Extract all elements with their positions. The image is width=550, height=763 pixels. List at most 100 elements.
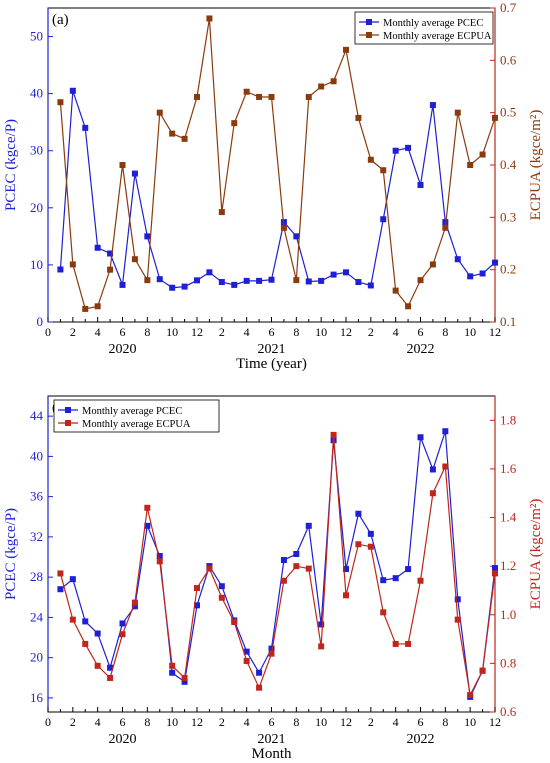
data-point [293, 563, 300, 570]
y-right-tick-label: 0.6 [500, 52, 517, 67]
data-point [57, 586, 64, 593]
year-label: 2021 [258, 342, 286, 357]
x-tick-label: 8 [293, 715, 299, 729]
data-point [454, 109, 461, 116]
data-point [429, 102, 436, 109]
data-point [144, 233, 151, 240]
data-point [57, 99, 64, 106]
data-point [107, 664, 114, 671]
data-point [479, 667, 486, 674]
data-point [57, 570, 64, 577]
data-point [417, 181, 424, 188]
y-right-tick-label: 1.4 [500, 510, 517, 525]
data-point [144, 277, 151, 284]
x-tick-label: 8 [144, 715, 150, 729]
data-point [94, 630, 101, 637]
year-label: 2020 [109, 732, 137, 747]
data-point [218, 594, 225, 601]
x-tick-label: 4 [393, 715, 399, 729]
data-point [467, 273, 474, 280]
y-left-tick-label: 24 [30, 609, 44, 624]
data-point [405, 566, 412, 573]
data-point [206, 565, 213, 572]
data-point [380, 167, 387, 174]
data-point [293, 233, 300, 240]
x-tick-label: 4 [244, 715, 250, 729]
data-point [181, 135, 188, 142]
data-point [268, 645, 275, 652]
year-label: 2021 [258, 732, 286, 747]
data-point [305, 522, 312, 529]
y-left-tick-label: 44 [30, 408, 44, 423]
data-point [467, 691, 474, 698]
x-tick-label: 6 [120, 715, 126, 729]
data-point [380, 216, 387, 223]
data-point [392, 640, 399, 647]
data-point [194, 602, 200, 609]
data-point [355, 279, 362, 286]
data-point [380, 609, 387, 616]
data-point [181, 674, 188, 681]
x-tick-label: 12 [489, 715, 501, 729]
data-point [417, 277, 424, 284]
x-tick-label: 12 [489, 325, 501, 339]
data-point [181, 678, 188, 685]
data-point [454, 616, 461, 623]
data-point [69, 576, 76, 583]
data-point [107, 266, 114, 273]
data-point [144, 522, 151, 529]
data-point [107, 674, 114, 681]
data-point [492, 570, 498, 577]
data-point [156, 558, 163, 565]
y-left-tick-label: 20 [30, 650, 43, 665]
data-point [280, 557, 287, 564]
x-tick-label: 2 [368, 715, 374, 729]
y-right-axis-label: ECPUA (kgce/m²) [528, 499, 544, 610]
y-left-tick-label: 28 [30, 569, 43, 584]
data-point [94, 244, 101, 251]
data-point [380, 577, 387, 584]
data-point [330, 78, 337, 85]
data-point [268, 93, 275, 100]
data-point [256, 93, 263, 100]
data-point [82, 305, 89, 312]
y-left-tick-label: 40 [30, 448, 43, 463]
x-tick-label: 2 [70, 715, 76, 729]
legend-marker [366, 32, 372, 38]
y-right-axis-label: ECPUA (kgce/m²) [528, 110, 544, 221]
data-point [367, 156, 374, 163]
data-point [318, 277, 325, 284]
x-tick-label: 6 [418, 325, 424, 339]
x-tick-label: 10 [315, 325, 327, 339]
legend-marker [65, 420, 71, 426]
data-point [392, 287, 399, 294]
x-axis-label: Time (year) [236, 356, 307, 372]
data-point [169, 284, 176, 291]
data-point [69, 87, 76, 94]
x-tick-label: 8 [293, 325, 299, 339]
data-point [206, 269, 213, 276]
data-point [429, 261, 436, 268]
data-point [194, 585, 200, 592]
y-right-tick-label: 1.8 [500, 412, 516, 427]
series-line [59, 434, 496, 697]
x-tick-label: 6 [418, 715, 424, 729]
y-left-tick-label: 40 [30, 86, 43, 101]
data-point [355, 541, 362, 548]
data-point [119, 281, 126, 288]
x-tick-label: 0 [45, 715, 51, 729]
data-point [218, 209, 225, 216]
x-tick-label: 0 [45, 325, 51, 339]
data-point [367, 530, 374, 537]
data-point [268, 276, 275, 283]
y-right-tick-label: 0.4 [500, 157, 517, 172]
data-point [131, 599, 138, 606]
data-point [169, 669, 176, 676]
data-point [82, 124, 89, 131]
data-point [343, 566, 349, 573]
panel-label: (a) [52, 12, 69, 28]
series-line [59, 18, 496, 310]
x-tick-label: 8 [144, 325, 150, 339]
x-tick-label: 2 [219, 325, 225, 339]
